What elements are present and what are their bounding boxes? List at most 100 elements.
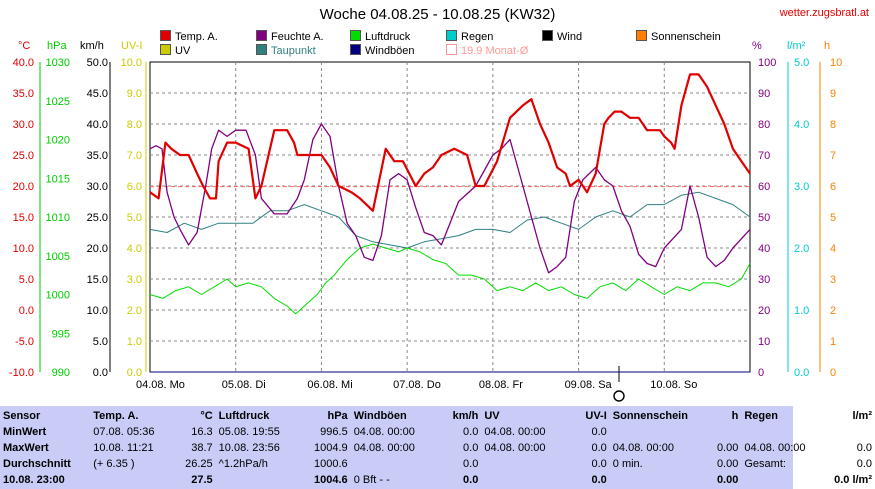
x-tick-label: 08.08. Fr — [479, 379, 523, 391]
wind-tick-label: 30.0 — [87, 181, 108, 193]
uv-tick-label: 8.0 — [127, 119, 142, 131]
site-link[interactable]: wetter.zugsbratl.at — [779, 7, 869, 19]
stats-cell: 0.0 — [463, 442, 479, 454]
stats-cell: 0.0 — [591, 458, 607, 470]
uv-tick-label: 3.0 — [127, 274, 142, 286]
rain-tick-label: 3.0 — [794, 181, 809, 193]
stats-cell — [351, 456, 441, 472]
stats-cell: Regen — [744, 410, 778, 422]
wind-tick-label: 45.0 — [87, 88, 108, 100]
legend-label: Luftdruck — [365, 31, 411, 43]
stats-cell: hPa — [327, 410, 348, 422]
stats-cell: Sonnenschein — [612, 410, 688, 422]
stats-cell: Luftdruck — [218, 410, 270, 422]
temp-tick-label: 0.0 — [19, 305, 34, 317]
stats-cell: 0.00 — [716, 458, 739, 470]
stats-cell: 996.5 — [320, 426, 348, 438]
temp-tick-label: -10.0 — [9, 367, 34, 379]
stats-cell: MinWert — [3, 426, 47, 438]
stats-cell — [831, 424, 875, 440]
legend-swatch — [160, 30, 171, 41]
stats-cell: 0.0 — [856, 458, 872, 470]
legend-swatch — [350, 44, 361, 55]
chart-title: Woche 04.08.25 - 10.08.25 (KW32) — [319, 6, 556, 23]
press-tick-label: 995 — [52, 328, 70, 340]
stats-cell: 10.08. 11:21 — [93, 442, 154, 454]
press-tick-label: 1010 — [46, 212, 70, 224]
legend-item: Luftdruck — [350, 30, 410, 43]
stats-cell: 27.5 — [191, 474, 213, 486]
legend-item: 19.9 Monat-Ø — [446, 44, 528, 57]
legend-label: Windböen — [365, 45, 415, 57]
rain-tick-label: 1.0 — [794, 305, 809, 317]
series-line — [149, 191, 751, 249]
series-line — [149, 73, 751, 212]
series-line — [149, 123, 751, 274]
stats-cell: 04.08. 00:00 — [353, 442, 415, 454]
stats-cell: ^1.2hPa/h — [218, 458, 268, 470]
wind-tick-label: 0.0 — [93, 367, 108, 379]
stats-row: MaxWert 10.08. 11:21 38.7 10.08. 23:56 1004.… — [0, 440, 875, 456]
hum-tick-label: 60 — [758, 181, 770, 193]
sun-unit: h — [824, 40, 831, 52]
legend-swatch — [542, 30, 553, 41]
x-tick-label: 10.08. So — [650, 379, 697, 391]
legend-swatch — [350, 30, 361, 41]
legend-swatch — [446, 44, 457, 55]
legend-label: Wind — [557, 31, 583, 43]
stats-cell: 0.0 l/m² — [834, 474, 872, 486]
temp-tick-label: 40.0 — [13, 57, 34, 69]
stats-cell: 0.0 — [463, 458, 479, 470]
x-tick-label: 06.08. Mi — [307, 379, 352, 391]
hum-tick-label: 80 — [758, 119, 770, 131]
stats-cell — [741, 424, 831, 440]
temp-tick-label: 10.0 — [13, 243, 34, 255]
legend-item: Windböen — [350, 44, 415, 57]
stats-cell: Sensor — [3, 410, 41, 422]
temp-tick-label: 5.0 — [19, 274, 34, 286]
legend-item: Regen — [446, 30, 493, 43]
rain-tick-label: 0.0 — [794, 367, 809, 379]
stats-cell: km/h — [452, 410, 479, 422]
stats-cell: 0.0 — [591, 474, 607, 486]
uv-tick-label: 1.0 — [127, 336, 142, 348]
stats-cell: 10.08. 23:00 — [3, 474, 65, 486]
stats-cell — [481, 472, 574, 488]
legend-item: Feuchte A. — [256, 30, 324, 43]
stats-cell: UV-I — [585, 410, 607, 422]
sun-tick-label: 8 — [830, 119, 836, 131]
uv-tick-label: 4.0 — [127, 243, 142, 255]
stats-cell: MaxWert — [3, 442, 49, 454]
hum-tick-label: 40 — [758, 243, 770, 255]
hum-tick-label: 30 — [758, 274, 770, 286]
stats-cell: 04.08. 00:00 — [353, 426, 415, 438]
stats-row: Sensor Temp. A. °C Luftdruck hPa Windböen km/h… — [0, 408, 875, 424]
stats-cell: 0.0 — [463, 474, 479, 486]
legend-item: Temp. A. — [160, 30, 218, 43]
stats-row: MinWert 07.08. 05:36 16.3 05.08. 19:55 996.5… — [0, 424, 875, 440]
uv-tick-label: 0.0 — [127, 367, 142, 379]
stats-cell: °C — [200, 410, 213, 422]
wind-tick-label: 25.0 — [87, 212, 108, 224]
stats-cell — [610, 472, 701, 488]
press-tick-label: 1025 — [46, 96, 70, 108]
legend-swatch — [256, 30, 267, 41]
stats-row: 10.08. 23:00 27.5 1004.6 0 Bft - - 0.0 0.0 0.0… — [0, 472, 875, 488]
legend-label: Regen — [461, 31, 494, 43]
legend-swatch — [446, 30, 457, 41]
wind-tick-label: 5.0 — [93, 336, 108, 348]
legend-label: UV — [175, 45, 191, 57]
hum-tick-label: 90 — [758, 88, 770, 100]
stats-cell: (+ 6.35 ) — [93, 458, 135, 470]
temp-tick-label: 25.0 — [13, 150, 34, 162]
temp-tick-label: 30.0 — [13, 119, 34, 131]
rain-unit: l/m² — [787, 40, 806, 52]
stats-cell: 1004.6 — [314, 474, 348, 486]
chart-axes: 40.035.030.025.020.015.010.05.00.0-5.0-1… — [9, 57, 842, 402]
sun-tick-label: 9 — [830, 88, 836, 100]
stats-cell: 16.3 — [191, 426, 213, 438]
hum-tick-label: 70 — [758, 150, 770, 162]
legend-item: UV — [160, 44, 190, 57]
stats-panel — [0, 406, 793, 489]
wind-tick-label: 35.0 — [87, 150, 108, 162]
